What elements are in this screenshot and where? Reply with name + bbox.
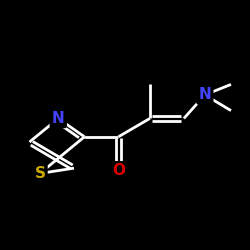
- Text: N: N: [52, 111, 65, 126]
- Text: O: O: [112, 163, 125, 178]
- Text: S: S: [34, 166, 46, 181]
- Text: N: N: [198, 88, 211, 102]
